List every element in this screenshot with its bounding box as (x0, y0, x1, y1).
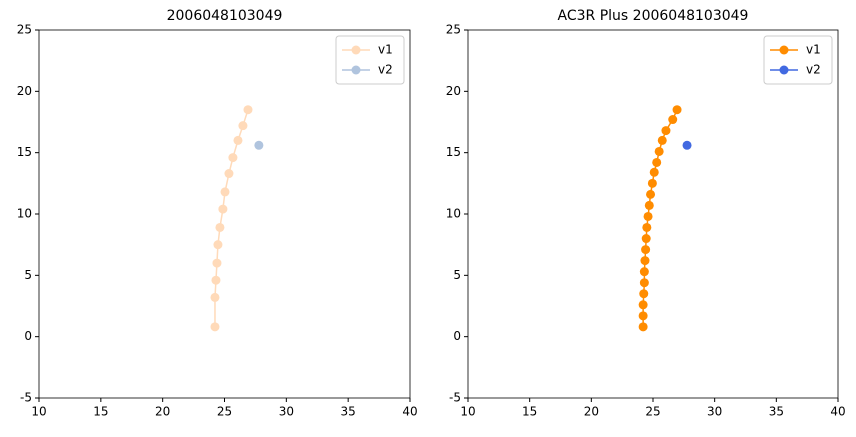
marker (657, 135, 667, 145)
y-tick-label: 10 (17, 207, 32, 221)
legend-label: v1 (806, 43, 821, 57)
x-tick-label: 35 (769, 405, 784, 419)
marker (210, 292, 220, 302)
x-tick-label: 15 (93, 405, 108, 419)
y-tick-label: 15 (446, 145, 461, 159)
plot-frame (467, 29, 839, 399)
y-tick-label: -5 (449, 391, 461, 405)
marker (640, 256, 650, 266)
x-tick-label: 35 (341, 405, 356, 419)
x-tick-label: 20 (155, 405, 170, 419)
marker (652, 157, 662, 167)
marker (682, 140, 692, 150)
marker (639, 267, 649, 277)
legend-label: v1 (378, 43, 393, 57)
x-tick-label: 10 (31, 405, 46, 419)
marker (213, 240, 223, 250)
x-tick-label: 30 (707, 405, 722, 419)
chart-title: 2006048103049 (167, 8, 283, 24)
marker (661, 126, 671, 136)
marker (647, 178, 657, 188)
marker (238, 121, 248, 131)
marker (638, 322, 648, 332)
marker (642, 222, 652, 232)
legend-box (335, 35, 405, 85)
y-tick-label: 25 (17, 23, 32, 37)
x-tick-label: 10 (460, 405, 475, 419)
y-tick-label: 5 (453, 268, 461, 282)
legend-marker (351, 65, 361, 75)
marker (224, 169, 234, 179)
y-tick-label: 20 (17, 84, 32, 98)
marker (646, 189, 656, 199)
x-tick-label: 15 (522, 405, 537, 419)
legend-label: v2 (806, 63, 821, 77)
y-tick-label: 0 (24, 329, 32, 343)
legend-box (763, 35, 833, 85)
marker (220, 187, 230, 197)
marker (212, 258, 222, 268)
x-tick-label: 40 (402, 405, 417, 419)
marker (228, 153, 238, 163)
marker (210, 322, 220, 332)
y-tick-label: 10 (446, 207, 461, 221)
plot-frame (38, 29, 411, 399)
x-tick-label: 25 (217, 405, 232, 419)
x-tick-label: 25 (645, 405, 660, 419)
legend-label: v2 (378, 63, 393, 77)
marker (211, 275, 221, 285)
series-line (214, 109, 249, 327)
y-tick-label: 20 (446, 84, 461, 98)
y-tick-label: 5 (24, 268, 32, 282)
chart-title: AC3R Plus 2006048103049 (558, 8, 749, 24)
marker (218, 204, 228, 214)
marker (639, 289, 649, 299)
legend-marker (779, 65, 789, 75)
y-tick-label: 25 (446, 23, 461, 37)
y-tick-label: 0 (453, 329, 461, 343)
marker (641, 245, 651, 255)
marker (649, 167, 659, 177)
legend-marker (779, 45, 789, 55)
x-tick-label: 20 (584, 405, 599, 419)
marker (672, 105, 682, 115)
marker (641, 234, 651, 244)
x-tick-label: 30 (279, 405, 294, 419)
marker (668, 115, 678, 125)
x-tick-label: 40 (830, 405, 845, 419)
marker (233, 135, 243, 145)
marker (643, 211, 653, 221)
y-tick-label: 15 (17, 145, 32, 159)
marker (243, 105, 253, 115)
marker (639, 278, 649, 288)
marker (644, 200, 654, 210)
marker (254, 140, 264, 150)
marker (638, 300, 648, 310)
marker (638, 311, 648, 321)
legend-marker (351, 45, 361, 55)
marker (654, 146, 664, 156)
y-tick-label: -5 (20, 391, 32, 405)
marker (215, 222, 225, 232)
